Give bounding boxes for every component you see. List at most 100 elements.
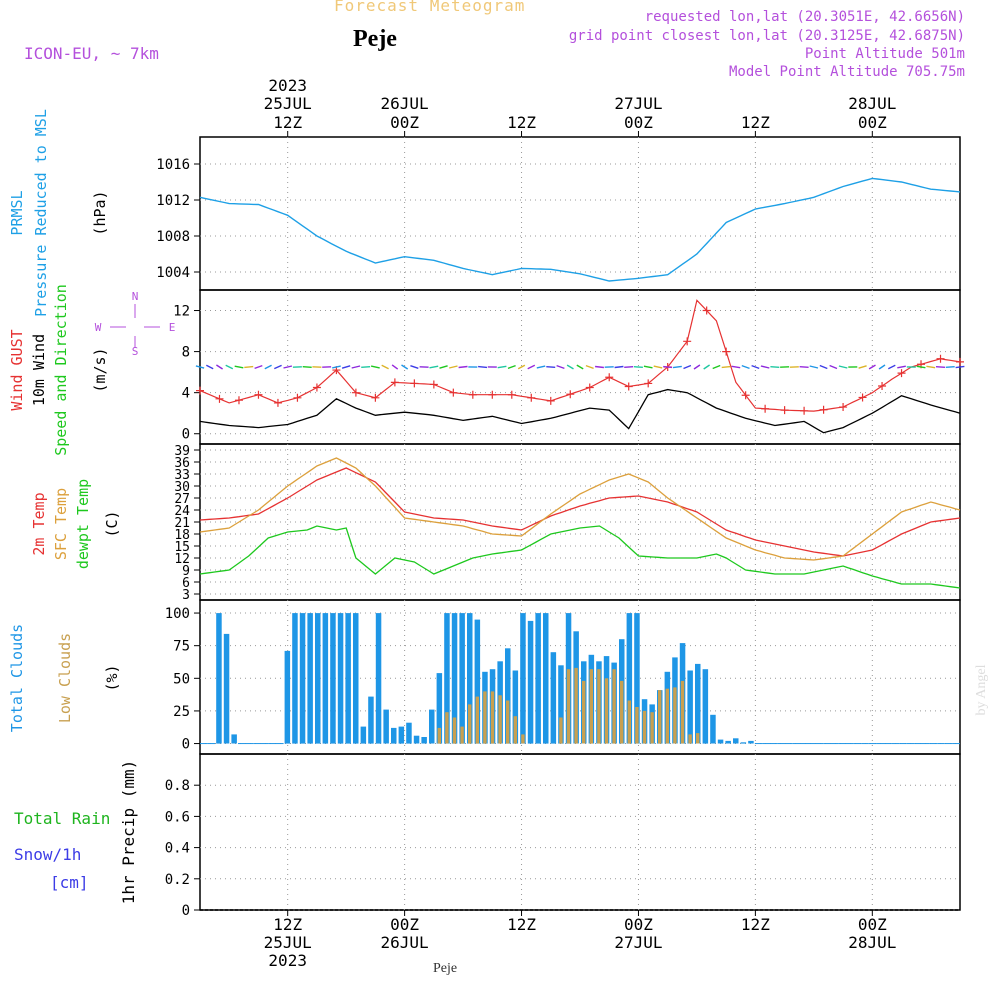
gust-marker — [351, 388, 360, 397]
y-tick-label-temperature: 15 — [174, 540, 190, 555]
low-cloud-bar — [468, 704, 472, 744]
total-cloud-bar — [231, 734, 237, 744]
y-tick-label-pressure: 1008 — [156, 229, 190, 245]
wind-key-north: N — [132, 290, 139, 303]
total-cloud-bar — [512, 670, 519, 744]
top-tick-label: 00Z — [624, 113, 653, 132]
gust-marker — [839, 403, 848, 412]
wind-label-gust: Wind GUST — [8, 329, 26, 410]
y-tick-label-pressure: 1016 — [156, 157, 190, 173]
gust-marker — [956, 357, 964, 366]
low-cloud-bar — [680, 680, 685, 744]
low-cloud-bar — [574, 667, 578, 744]
wind-direction-arrow — [897, 365, 906, 369]
bottom-tick-label: 00Z — [390, 915, 419, 934]
y-tick-label-temperature: 24 — [174, 504, 190, 519]
wind-direction-arrow — [264, 364, 272, 370]
y-tick-label-temperature: 36 — [174, 456, 190, 471]
wind-direction-arrow — [566, 364, 574, 370]
gust-marker — [624, 382, 633, 391]
total-cloud-bar — [467, 613, 473, 744]
low-cloud-bar — [452, 717, 457, 744]
clouds-label-low: Low Clouds — [56, 633, 74, 723]
total-cloud-bar — [740, 742, 747, 744]
gust-marker — [683, 337, 692, 346]
wind-key-compass — [110, 304, 160, 348]
wind-direction-arrow — [205, 364, 214, 370]
gust-marker — [722, 347, 731, 356]
total-cloud-bar — [687, 670, 693, 744]
total-cloud-bar — [634, 613, 640, 744]
wind-direction-arrow — [955, 365, 965, 369]
total-cloud-bar — [375, 613, 382, 744]
total-cloud-bar — [406, 722, 412, 744]
wind-direction-arrow — [731, 365, 741, 369]
total-cloud-bar — [748, 740, 754, 744]
precip-label-unit: 1hr Precip (mm) — [119, 760, 138, 905]
total-cloud-bar — [520, 613, 526, 744]
wind-direction-arrow — [878, 364, 886, 370]
low-cloud-bar — [604, 678, 609, 744]
y-tick-label-wind: 4 — [182, 386, 190, 402]
y-tick-label-precip: 0.6 — [165, 809, 190, 825]
wind-direction-arrow — [653, 365, 663, 369]
bottom-tick-date: 28JUL — [848, 933, 896, 952]
grid-point-coords: grid point closest lon,lat (20.3125E, 42… — [568, 28, 965, 44]
requested-coords: requested lon,lat (20.3051E, 42.6656N) — [644, 9, 965, 25]
wind-direction-arrow — [643, 365, 653, 369]
chart-title: Forecast Meteogram — [334, 0, 526, 15]
low-cloud-bar — [483, 691, 487, 744]
wind-direction-arrow — [576, 364, 584, 370]
low-cloud-bar — [437, 727, 441, 744]
total-cloud-bar — [459, 613, 465, 744]
wind-direction-arrow — [585, 364, 594, 370]
gust-marker — [410, 379, 419, 388]
total-cloud-bar — [702, 669, 709, 744]
y-tick-label-clouds: 75 — [173, 639, 190, 655]
wind-key-east: E — [169, 321, 176, 334]
wind-direction-arrow — [401, 364, 409, 370]
low-cloud-bar — [665, 688, 669, 744]
wind-label-unit: (m/s) — [91, 347, 109, 392]
total-cloud-bar — [299, 613, 306, 744]
panel-frame-pressure — [199, 136, 961, 291]
model-label: ICON-EU, ~ 7km — [24, 44, 159, 63]
low-cloud-bar — [650, 712, 654, 744]
wind-label-speed-dir: Speed and Direction — [52, 284, 70, 456]
low-cloud-bar — [688, 734, 692, 744]
footer-location: Peje — [433, 961, 457, 976]
clouds-label-total: Total Clouds — [8, 624, 26, 732]
low-cloud-bar — [582, 680, 586, 744]
top-tick-year: 2023 — [268, 76, 307, 95]
total-cloud-bar — [558, 665, 564, 744]
clouds-label-unit: (%) — [103, 664, 121, 691]
gust-marker — [897, 369, 906, 378]
location-title: Peje — [353, 26, 397, 52]
low-cloud-bar — [521, 734, 525, 744]
y-tick-label-wind: 8 — [182, 345, 190, 361]
low-cloud-bar — [490, 691, 495, 744]
total-cloud-bar — [733, 738, 739, 744]
temp-label-dewpt: dewpt Temp — [74, 479, 92, 569]
wind-direction-arrow — [672, 365, 682, 369]
y-tick-label-wind: 0 — [182, 427, 190, 443]
gust-marker — [468, 390, 477, 399]
total-cloud-bar — [353, 613, 359, 744]
wind-direction-arrow — [274, 364, 282, 370]
precip-label-cm: [cm] — [50, 873, 89, 892]
precip-label-snow: Snow/1h — [14, 845, 81, 864]
gust-marker — [800, 406, 809, 415]
y-tick-label-temperature: 39 — [174, 444, 190, 459]
total-cloud-bar — [360, 726, 367, 744]
y-tick-label-temperature: 27 — [174, 492, 190, 507]
wind-direction-arrow — [624, 366, 634, 368]
wind-direction-arrow — [283, 365, 293, 369]
top-tick-date: 25JUL — [264, 94, 312, 113]
low-cloud-bar — [506, 700, 510, 744]
wind-speed-line — [199, 388, 961, 434]
wind-direction-arrow — [916, 365, 926, 369]
point-altitude: Point Altitude 501m — [804, 46, 965, 62]
gust-marker — [234, 396, 243, 405]
total-cloud-bar — [444, 613, 450, 744]
